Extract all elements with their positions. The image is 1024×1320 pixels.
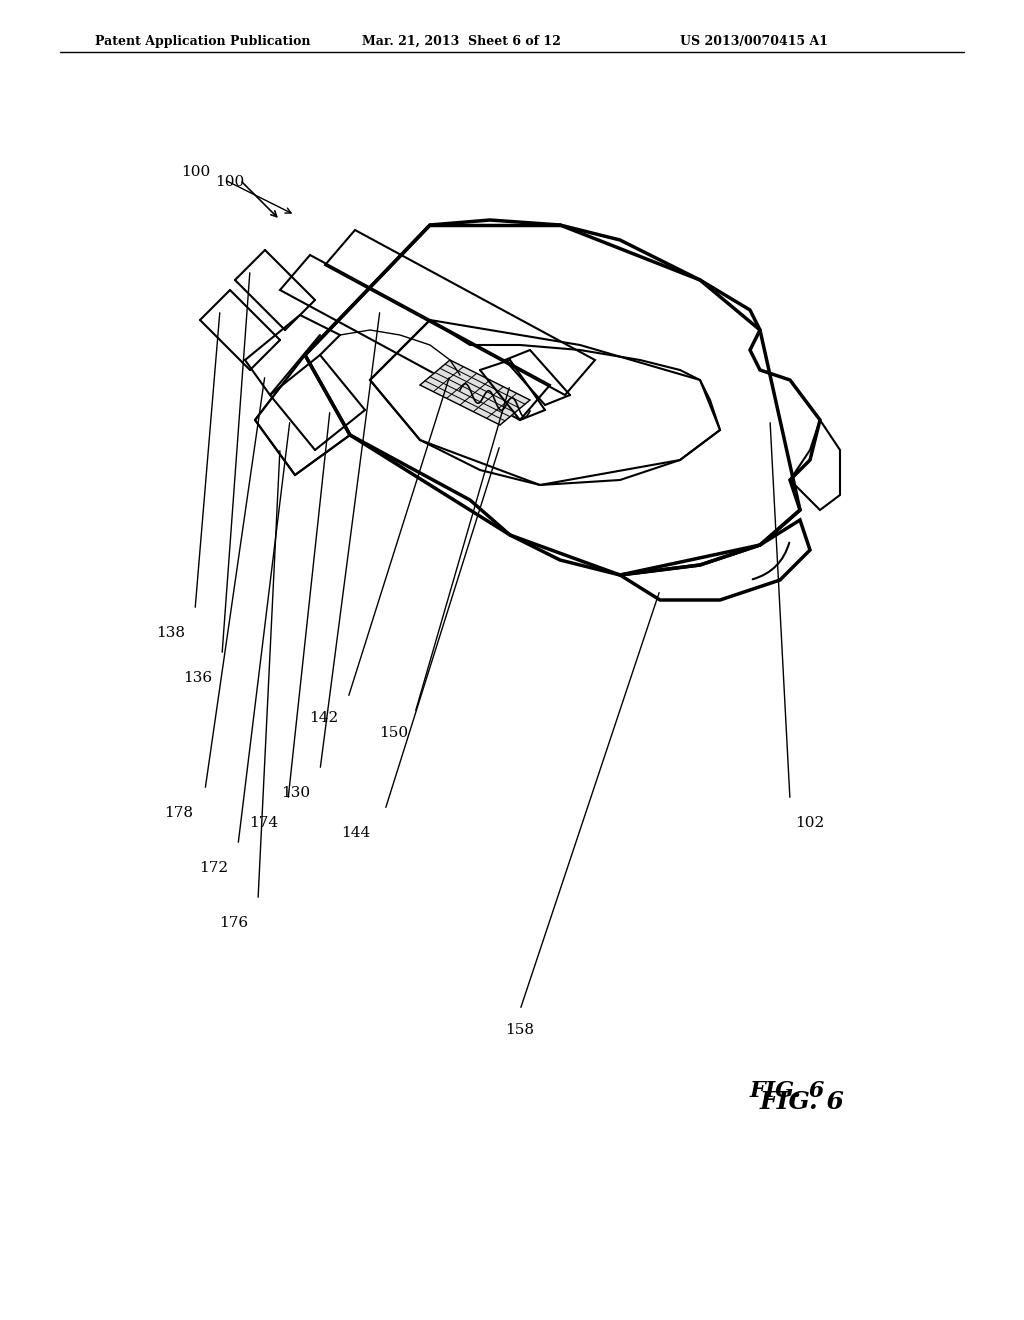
Text: Mar. 21, 2013  Sheet 6 of 12: Mar. 21, 2013 Sheet 6 of 12 xyxy=(362,36,561,48)
Text: Patent Application Publication: Patent Application Publication xyxy=(95,36,310,48)
Text: 176: 176 xyxy=(219,916,248,931)
Text: 142: 142 xyxy=(309,711,338,725)
Text: 100: 100 xyxy=(215,176,245,189)
Text: 158: 158 xyxy=(505,1023,534,1038)
Text: 136: 136 xyxy=(183,671,212,685)
Text: US 2013/0070415 A1: US 2013/0070415 A1 xyxy=(680,36,828,48)
Text: 178: 178 xyxy=(164,807,193,820)
Text: FIG. 6: FIG. 6 xyxy=(750,1080,825,1102)
Text: 150: 150 xyxy=(379,726,408,741)
Text: 102: 102 xyxy=(795,816,824,830)
Text: 144: 144 xyxy=(341,826,370,840)
Text: 174: 174 xyxy=(249,816,278,830)
Text: 100: 100 xyxy=(181,165,210,180)
Text: 138: 138 xyxy=(156,626,185,640)
Text: 130: 130 xyxy=(281,785,310,800)
Text: FIG. 6: FIG. 6 xyxy=(760,1090,845,1114)
Polygon shape xyxy=(420,360,530,425)
Text: 172: 172 xyxy=(199,861,228,875)
